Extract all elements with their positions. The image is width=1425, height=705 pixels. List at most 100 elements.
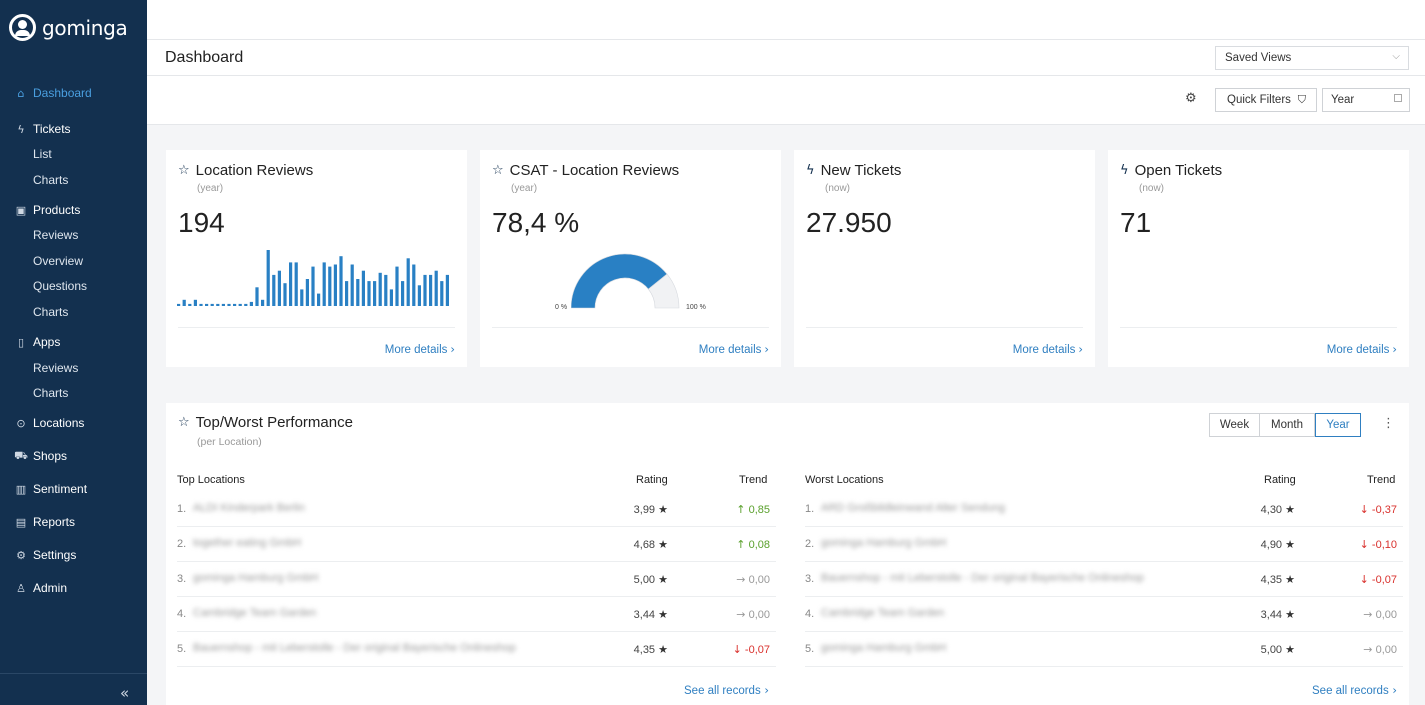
- sidebar-item-dashboard[interactable]: ⌂ Dashboard: [0, 82, 147, 104]
- location-name[interactable]: ALDI Kinderpark Berlin: [193, 502, 305, 514]
- quick-filters-button[interactable]: Quick Filters ⛉: [1215, 88, 1317, 112]
- location-name[interactable]: gominga Hamburg GmbH: [821, 642, 947, 654]
- sidebar-item-products[interactable]: ▣ Products: [0, 199, 147, 221]
- trend-cell: ↑ 0,85: [736, 503, 770, 516]
- period-select[interactable]: Year: [1322, 88, 1410, 112]
- chevron-right-icon: ›: [1392, 342, 1397, 356]
- box-icon: ▣: [15, 203, 27, 217]
- chart-bar: [199, 303, 203, 306]
- star-filled-icon: ★: [1285, 643, 1295, 656]
- brand-logo[interactable]: gominga: [9, 14, 128, 41]
- more-options-icon[interactable]: ⋮: [1382, 416, 1395, 431]
- sidebar-item-settings[interactable]: ⚙ Settings: [0, 544, 147, 566]
- rating-cell: 3,44 ★: [633, 608, 668, 621]
- row-index: 4.: [805, 608, 815, 620]
- location-name[interactable]: Bauernshop - mit Leberstolle - Der origi…: [821, 572, 1144, 584]
- chevron-down-icon: ⌵: [1392, 51, 1400, 62]
- table-row[interactable]: 5. gominga Hamburg GmbH 5,00 ★ → 0,00: [805, 632, 1403, 667]
- location-name[interactable]: gominga Hamburg GmbH: [821, 537, 947, 549]
- collapse-sidebar-icon[interactable]: «: [120, 684, 130, 702]
- card-title: ☆ CSAT - Location Reviews: [492, 162, 679, 179]
- chart-bar: [445, 274, 449, 306]
- see-all-worst-link[interactable]: See all records ›: [1312, 683, 1397, 697]
- bar-chart-icon: ▥: [15, 482, 27, 496]
- chart-bar: [389, 289, 393, 306]
- more-details-link[interactable]: More details ›: [698, 342, 769, 356]
- table-row[interactable]: 3. gominga Hamburg GmbH 5,00 ★ → 0,00: [177, 562, 776, 597]
- table-row[interactable]: 3. Bauernshop - mit Leberstolle - Der ori…: [805, 562, 1403, 597]
- table-row[interactable]: 1. ALDI Kinderpark Berlin 3,99 ★ ↑ 0,85: [177, 492, 776, 527]
- chart-bar: [205, 303, 209, 306]
- chart-bar: [188, 303, 192, 306]
- chart-bar: [216, 303, 220, 306]
- card-value: 194: [178, 207, 225, 238]
- card-title: ☆ Location Reviews: [178, 162, 313, 179]
- trend-down-icon: ↓: [1359, 538, 1369, 551]
- sidebar-item-apps[interactable]: ▯ Apps: [0, 331, 147, 353]
- trend-flat-icon: →: [1363, 643, 1373, 656]
- more-details-link[interactable]: More details ›: [1326, 342, 1397, 356]
- chart-bar: [401, 281, 405, 306]
- table-row[interactable]: 2. gominga Hamburg GmbH 4,90 ★ ↓ -0,10: [805, 527, 1403, 562]
- top-trend-header: Trend: [739, 474, 768, 486]
- location-name[interactable]: Cambridge Team Garden: [821, 607, 945, 619]
- location-name[interactable]: Bauernshop - mit Leberstolle - Der origi…: [193, 642, 516, 654]
- sidebar-subitem-products-overview[interactable]: Overview: [33, 254, 84, 268]
- location-name[interactable]: gominga Hamburg GmbH: [193, 572, 319, 584]
- chart-bar: [177, 303, 181, 306]
- sidebar-item-label: Settings: [33, 548, 77, 562]
- location-name[interactable]: ARD Großbildleinwand Alter Sendung: [821, 502, 1006, 514]
- sidebar-subitem-apps-reviews[interactable]: Reviews: [33, 361, 79, 375]
- rating-cell: 4,68 ★: [633, 538, 668, 551]
- chart-bar: [233, 303, 237, 306]
- table-row[interactable]: 4. Cambridge Team Garden 3,44 ★ → 0,00: [805, 597, 1403, 632]
- location-name[interactable]: together eating GmbH: [193, 537, 302, 549]
- sidebar-subitem-tickets-charts[interactable]: Charts: [33, 173, 69, 187]
- chart-bar: [384, 274, 388, 306]
- sidebar-subitem-products-reviews[interactable]: Reviews: [33, 228, 79, 242]
- more-details-link[interactable]: More details ›: [1012, 342, 1083, 356]
- sidebar-item-sentiment[interactable]: ▥ Sentiment: [0, 478, 147, 500]
- table-row[interactable]: 4. Cambridge Team Garden 3,44 ★ → 0,00: [177, 597, 776, 632]
- sidebar-item-locations[interactable]: ⊙ Locations: [0, 412, 147, 434]
- more-details-link[interactable]: More details ›: [384, 342, 455, 356]
- pin-icon: ⊙: [16, 416, 26, 430]
- table-row[interactable]: 1. ARD Großbildleinwand Alter Sendung 4,30…: [805, 492, 1403, 527]
- star-icon[interactable]: ☆: [178, 163, 190, 178]
- sidebar-subitem-products-charts[interactable]: Charts: [33, 305, 69, 319]
- sidebar-divider: [0, 673, 147, 674]
- sidebar-item-admin[interactable]: ♙ Admin: [0, 577, 147, 599]
- chart-bar: [339, 256, 343, 306]
- rating-cell: 3,99 ★: [633, 503, 668, 516]
- star-icon[interactable]: ☆: [178, 415, 190, 430]
- chart-bar: [210, 303, 214, 306]
- gear-icon: ⚙: [16, 548, 26, 562]
- sidebar-item-tickets[interactable]: ϟ Tickets: [0, 118, 147, 140]
- sidebar-item-reports[interactable]: ▤ Reports: [0, 511, 147, 533]
- trend-down-icon: ↓: [1359, 503, 1369, 516]
- trend-down-icon: ↓: [1359, 573, 1369, 586]
- card-subtitle: (now): [1139, 183, 1165, 194]
- table-row[interactable]: 2. together eating GmbH 4,68 ★ ↑ 0,08: [177, 527, 776, 562]
- sidebar-item-label: Sentiment: [33, 482, 88, 496]
- gear-icon[interactable]: ⚙: [1185, 91, 1197, 106]
- star-icon[interactable]: ☆: [492, 163, 504, 178]
- location-name[interactable]: Cambridge Team Garden: [193, 607, 317, 619]
- card-title-text: Location Reviews: [195, 162, 314, 179]
- sidebar-subitem-tickets-list[interactable]: List: [33, 147, 52, 161]
- star-filled-icon: ★: [1285, 538, 1295, 551]
- saved-views-select[interactable]: Saved Views ⌵: [1215, 46, 1409, 70]
- trend-cell: → 0,00: [1363, 643, 1397, 656]
- see-all-top-link[interactable]: See all records ›: [684, 683, 769, 697]
- gominga-logo-icon: [9, 14, 36, 41]
- period-week-button[interactable]: Week: [1209, 413, 1260, 437]
- sidebar-item-shops[interactable]: ⛟ Shops: [0, 445, 147, 467]
- period-month-button[interactable]: Month: [1259, 413, 1315, 437]
- worst-trend-header: Trend: [1367, 474, 1396, 486]
- period-year-button[interactable]: Year: [1315, 413, 1361, 437]
- sidebar-subitem-products-questions[interactable]: Questions: [33, 279, 88, 293]
- table-row[interactable]: 5. Bauernshop - mit Leberstolle - Der ori…: [177, 632, 776, 667]
- chart-bar: [429, 274, 433, 306]
- sidebar-subitem-apps-charts[interactable]: Charts: [33, 386, 69, 400]
- card-new-tickets: ϟ New Tickets (now) 27.950 More details ›: [794, 150, 1095, 367]
